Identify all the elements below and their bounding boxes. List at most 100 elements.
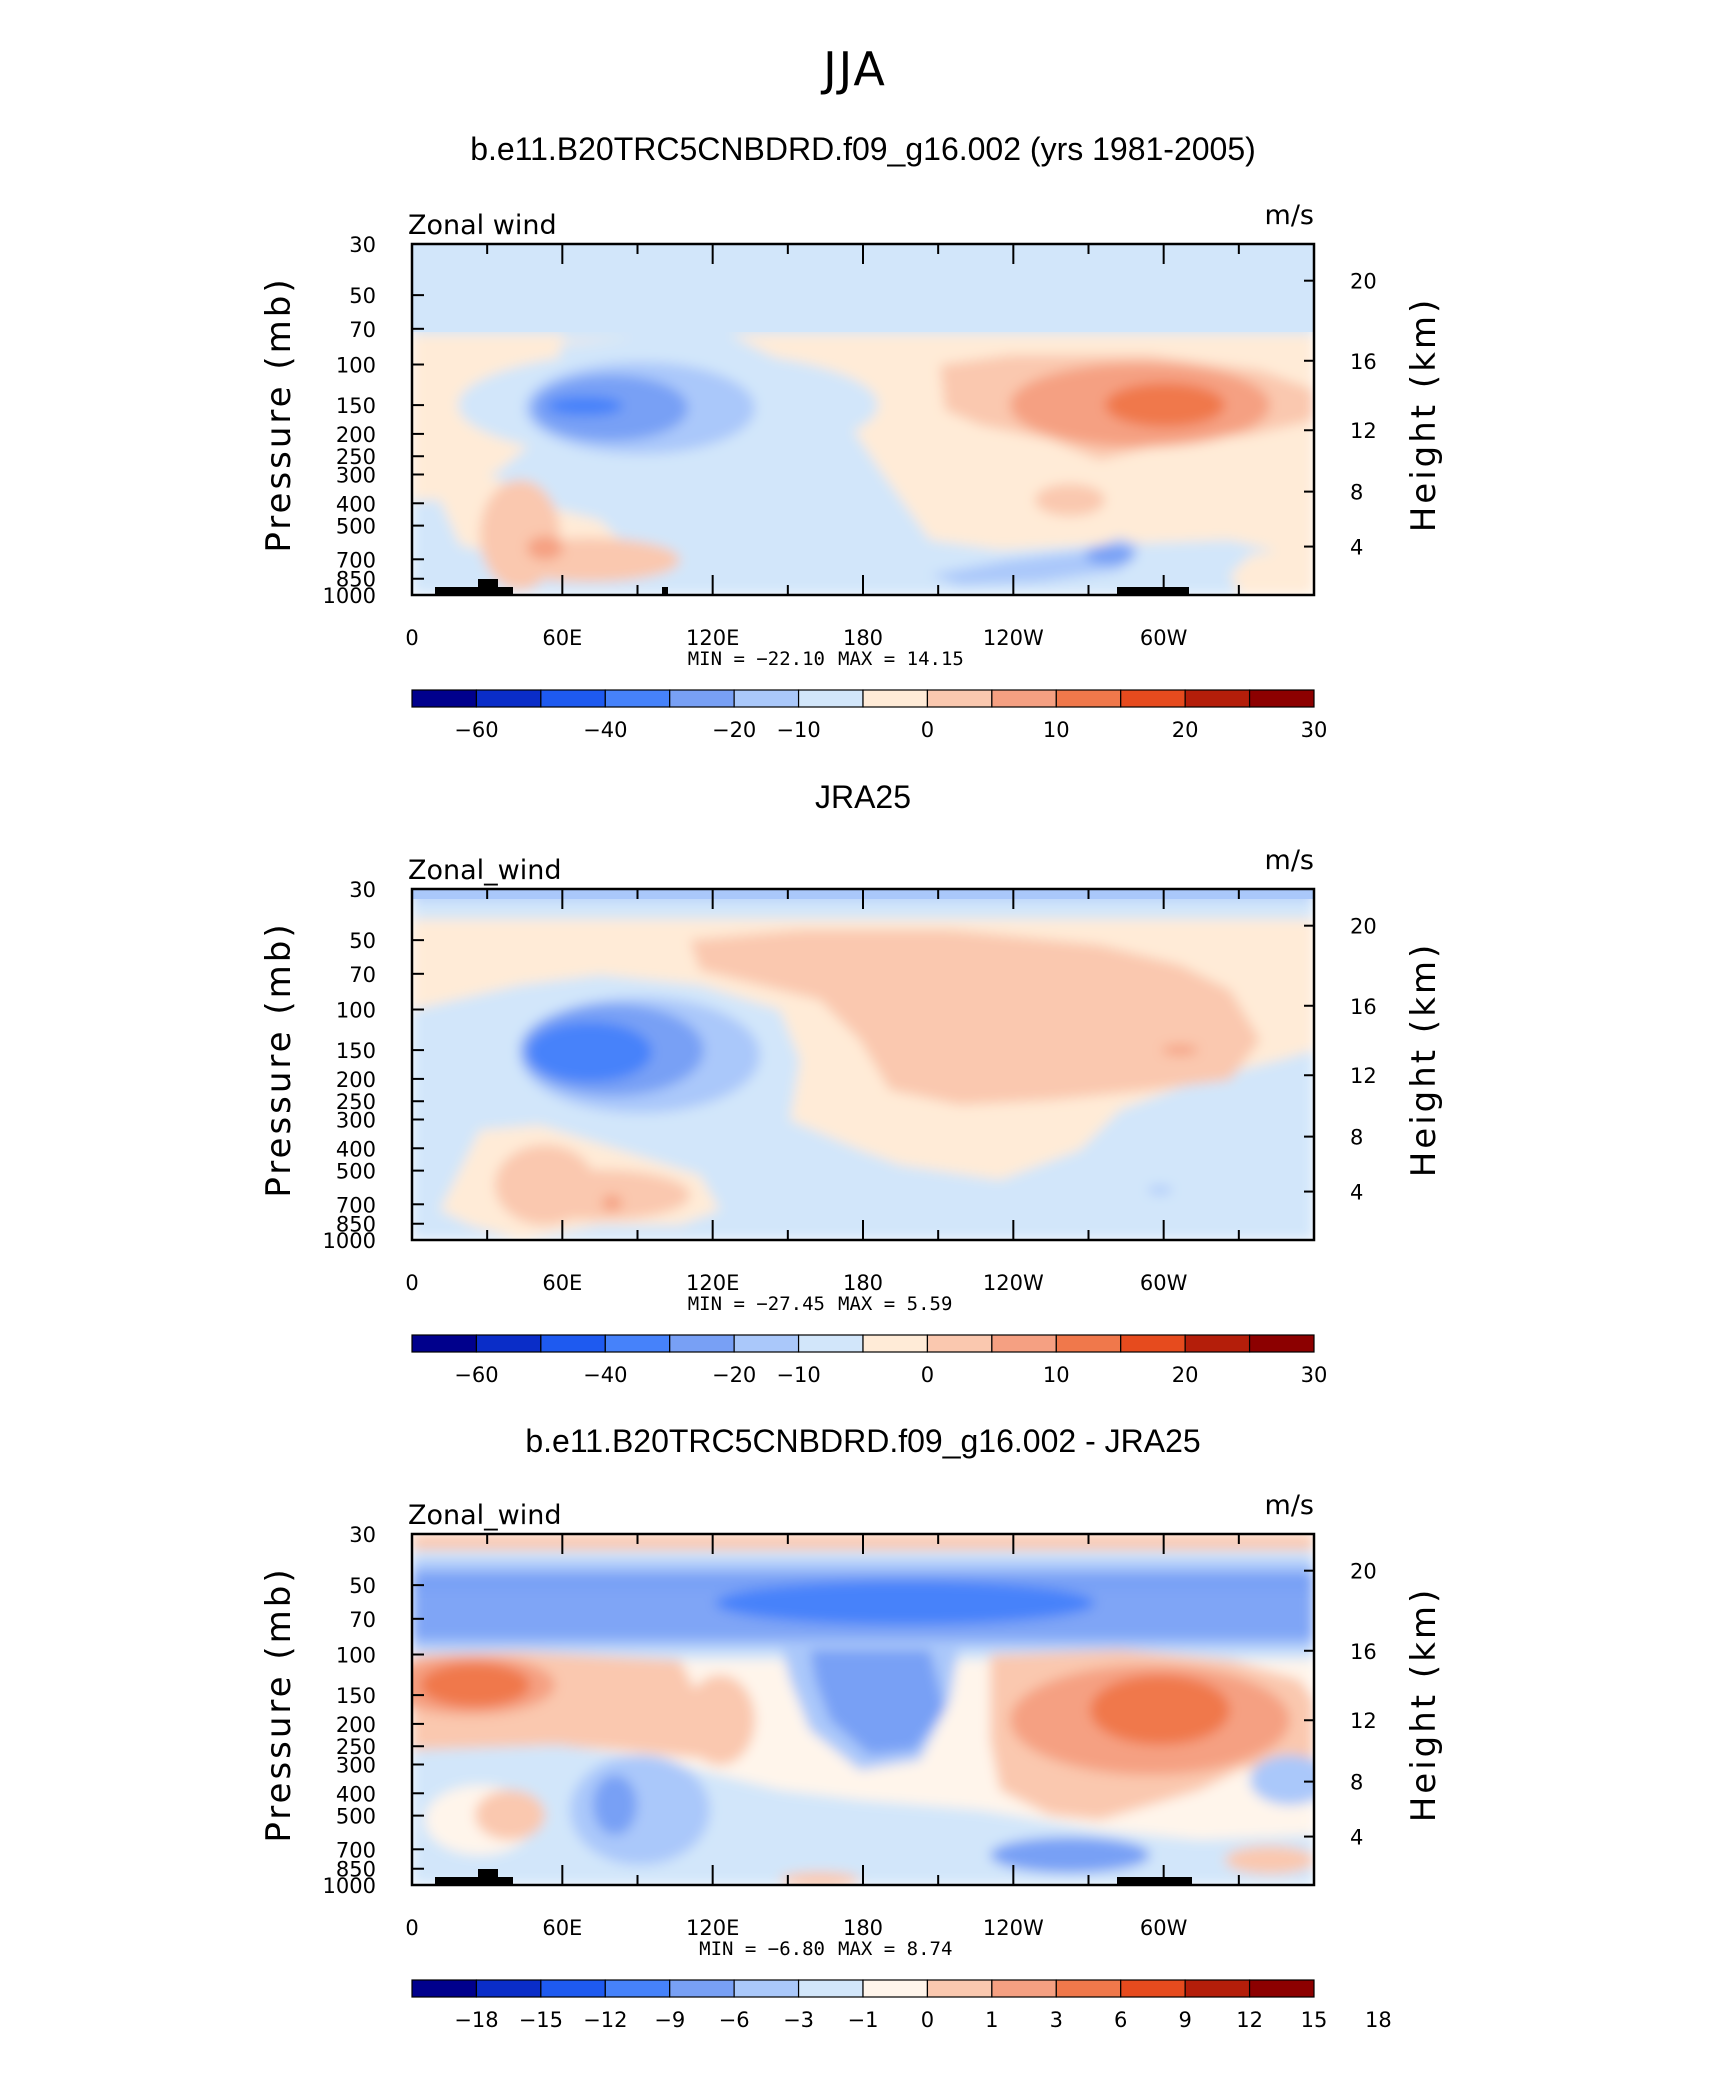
colorbar-swatch <box>733 1334 800 1353</box>
colorbar-swatch <box>475 1334 542 1353</box>
colorbar-swatch <box>540 1334 606 1353</box>
max-value: MAX = 8.74 <box>838 1938 952 1960</box>
height-tick-label: 20 <box>1350 1560 1377 1584</box>
panel-2 <box>412 889 1314 1240</box>
y-tick-label: 850 <box>336 1858 376 1882</box>
colorbar-label: 12 <box>1236 2008 1263 2032</box>
y-tick-label: 400 <box>336 492 376 516</box>
y-tick-label: 400 <box>336 1137 376 1161</box>
colorbar-swatch <box>604 1979 671 1998</box>
units-label: m/s <box>1265 200 1314 231</box>
colorbar-label: −6 <box>719 2008 750 2032</box>
y-tick-label: 400 <box>336 1782 376 1806</box>
height-tick-label: 16 <box>1350 350 1377 374</box>
contour-field-3 <box>412 1534 1314 1885</box>
height-axis-title: Height (km) <box>1404 942 1444 1178</box>
colorbar-label: 0 <box>921 2008 934 2032</box>
pressure-axis-title: Pressure (mb) <box>259 1566 299 1842</box>
x-tick-label: 60W <box>1140 626 1188 650</box>
colorbar-swatch <box>1055 689 1122 708</box>
y-tick-label: 500 <box>336 515 376 539</box>
height-tick-label: 20 <box>1350 915 1377 939</box>
colorbar-label: −20 <box>712 718 756 742</box>
colorbar-label: 20 <box>1172 1363 1199 1387</box>
y-tick-label: 100 <box>336 1644 376 1668</box>
colorbar-swatch <box>669 1334 735 1353</box>
colorbar-swatch <box>475 1979 542 1998</box>
colorbar-label: 15 <box>1301 2008 1328 2032</box>
colorbar-2: −60 −40 −20 −10 0 10 20 30 <box>411 1334 1328 1387</box>
y-tick-label: 30 <box>349 233 376 257</box>
colorbar-swatch <box>540 689 606 708</box>
min-value: MIN = −22.10 <box>688 648 825 670</box>
x-tick-label: 120E <box>686 1916 739 1940</box>
y-tick-label: 200 <box>336 423 376 447</box>
colorbar-label: 18 <box>1365 2008 1392 2032</box>
colorbar-swatch <box>733 1979 800 1998</box>
colorbar-label: 6 <box>1114 2008 1127 2032</box>
y-tick-label: 300 <box>336 1108 376 1132</box>
y-tick-label: 250 <box>336 1735 376 1759</box>
colorbar-swatch <box>411 1979 478 1998</box>
colorbar-swatch <box>1248 1334 1315 1353</box>
x-tick-label: 0 <box>405 626 418 650</box>
colorbar-swatch <box>1120 689 1186 708</box>
contour-field-1 <box>412 244 1314 595</box>
contour-field-2 <box>412 889 1314 1240</box>
y-tick-label: 250 <box>336 1090 376 1114</box>
y-tick-label: 50 <box>349 929 376 953</box>
colorbar-label: −10 <box>776 718 820 742</box>
x-tick-label: 120W <box>983 1271 1044 1295</box>
colorbar-3: −18 −15 −12 −9 −6 −3 −1 0 1 3 6 9 12 15 18 <box>411 1979 1392 2032</box>
colorbar-label: 1 <box>985 2008 998 2032</box>
colorbar-label: −12 <box>583 2008 627 2032</box>
x-tick-label: 120E <box>686 626 739 650</box>
colorbar-label: 9 <box>1178 2008 1191 2032</box>
colorbar-swatch <box>991 689 1057 708</box>
figure-title: JJA <box>823 42 887 96</box>
colorbar-label: −18 <box>454 2008 498 2032</box>
colorbar-label: −15 <box>519 2008 563 2032</box>
y-tick-label: 500 <box>336 1160 376 1184</box>
colorbar-swatch <box>669 1979 735 1998</box>
max-value: MAX = 14.15 <box>838 648 964 670</box>
pressure-axis-title: Pressure (mb) <box>259 921 299 1197</box>
y-tick-label: 150 <box>336 1684 376 1708</box>
y-tick-label: 850 <box>336 1213 376 1237</box>
colorbar-swatch <box>797 1979 864 1998</box>
height-axis-title: Height (km) <box>1404 297 1444 533</box>
variable-label: Zonal_wind <box>408 1500 562 1531</box>
height-tick-label: 4 <box>1350 536 1363 560</box>
variable-label: Zonal wind <box>408 210 557 241</box>
x-tick-label: 120E <box>686 1271 739 1295</box>
panel-2-title: JRA25 <box>815 779 911 815</box>
y-tick-label: 1000 <box>323 1874 376 1898</box>
height-tick-label: 16 <box>1350 995 1377 1019</box>
colorbar-swatch <box>1248 689 1315 708</box>
height-axis-title: Height (km) <box>1404 1587 1444 1823</box>
panel-1 <box>412 244 1314 595</box>
colorbar-label: −60 <box>454 718 498 742</box>
y-tick-label: 200 <box>336 1713 376 1737</box>
y-tick-label: 500 <box>336 1805 376 1829</box>
x-tick-label: 120W <box>983 1916 1044 1940</box>
colorbar-label: 30 <box>1301 718 1328 742</box>
y-tick-label: 50 <box>349 1574 376 1598</box>
colorbar-label: −40 <box>583 718 627 742</box>
y-tick-label: 700 <box>336 1193 376 1217</box>
y-tick-label: 150 <box>336 1039 376 1063</box>
panel-3 <box>412 1534 1314 1885</box>
y-tick-label: 70 <box>349 318 376 342</box>
colorbar-label: 0 <box>921 1363 934 1387</box>
y-tick-label: 250 <box>336 445 376 469</box>
units-label: m/s <box>1265 845 1314 876</box>
y-tick-label: 70 <box>349 963 376 987</box>
x-tick-label: 120W <box>983 626 1044 650</box>
colorbar-swatch <box>1184 1334 1251 1353</box>
colorbar-label: 30 <box>1301 1363 1328 1387</box>
colorbar-swatch <box>926 1979 993 1998</box>
height-tick-label: 8 <box>1350 1126 1363 1150</box>
height-tick-label: 8 <box>1350 481 1363 505</box>
panel-1-title: b.e11.B20TRC5CNBDRD.f09_g16.002 (yrs 198… <box>470 131 1256 167</box>
